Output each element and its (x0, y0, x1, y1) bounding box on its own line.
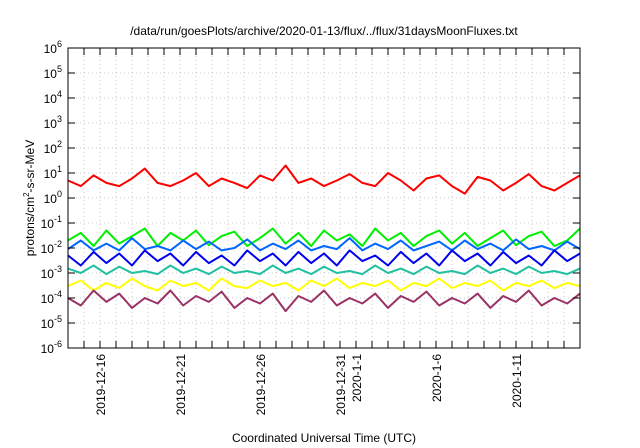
y-tick-label: 101 (44, 164, 62, 181)
x-tick-label: 2019-12-21 (174, 354, 188, 416)
x-tick-label: 2020-1-1 (350, 354, 364, 402)
series-line-red (67, 164, 581, 195)
y-tick-label: 10-1 (41, 214, 62, 231)
y-tick-exponent: 2 (57, 139, 62, 149)
series-line-teal (67, 264, 581, 276)
y-tick-base: 10 (44, 92, 58, 106)
y-tick-exponent: -3 (54, 264, 62, 274)
y-tick-base: 10 (41, 267, 55, 281)
y-tick-labels: 10-610-510-410-310-210-11001011021031041… (41, 39, 62, 356)
y-tick-base: 10 (41, 317, 55, 331)
y-tick-label: 103 (44, 114, 62, 131)
axis-ticks (68, 48, 580, 348)
x-tick-labels: 2019-12-16 2019-12-21 2019-12-26 2019-12-31… (94, 354, 524, 416)
y-tick-exponent: 3 (57, 114, 62, 124)
y-tick-label: 10-3 (41, 264, 62, 281)
y-tick-label: 10-4 (41, 289, 62, 306)
x-tick-label: 2020-1-11 (510, 354, 524, 408)
y-tick-base: 10 (41, 342, 55, 356)
chart-title: /data/run/goesPlots/archive/2020-01-13/f… (130, 24, 518, 38)
x-tick-label: 2020-1-6 (430, 354, 444, 402)
y-tick-label: 10-6 (41, 339, 62, 356)
y-tick-label: 105 (44, 64, 62, 81)
y-tick-exponent: -6 (54, 339, 62, 349)
y-tick-base: 10 (44, 67, 58, 81)
series-line-yellow (67, 277, 581, 292)
grid (68, 48, 580, 348)
x-tick-label: 2019-12-31 (334, 354, 348, 416)
y-tick-exponent: -4 (54, 289, 62, 299)
y-tick-exponent: 5 (57, 64, 62, 74)
y-tick-exponent: -2 (54, 239, 62, 249)
y-tick-base: 10 (44, 192, 58, 206)
x-tick-label: 2019-12-26 (254, 354, 268, 416)
y-tick-label: 10-5 (41, 314, 62, 331)
y-tick-base: 10 (44, 117, 58, 131)
y-tick-exponent: 6 (57, 39, 62, 49)
y-tick-base: 10 (44, 167, 58, 181)
y-tick-label: 104 (44, 89, 62, 106)
series-line-purple (67, 289, 581, 313)
series-lines (67, 164, 581, 313)
x-axis-label: Coordinated Universal Time (UTC) (232, 431, 416, 445)
y-tick-base: 10 (44, 142, 58, 156)
y-axis-label: protons/cm2-s-sr-MeV (22, 140, 37, 256)
y-tick-label: 102 (44, 139, 62, 156)
y-tick-label: 10-2 (41, 239, 62, 256)
y-tick-exponent: 1 (57, 164, 62, 174)
y-tick-exponent: 0 (57, 189, 62, 199)
y-tick-base: 10 (41, 217, 55, 231)
series-line-green (67, 227, 581, 247)
x-tick-label: 2019-12-16 (94, 354, 108, 416)
y-tick-exponent: -5 (54, 314, 62, 324)
y-tick-base: 10 (44, 42, 58, 56)
y-tick-label: 106 (44, 39, 62, 56)
series-line-light-blue (67, 237, 581, 252)
series-line-blue (67, 249, 581, 267)
y-tick-label: 100 (44, 189, 62, 206)
y-tick-base: 10 (41, 292, 55, 306)
y-tick-exponent: 4 (57, 89, 62, 99)
y-tick-base: 10 (41, 242, 55, 256)
y-tick-exponent: -1 (54, 214, 62, 224)
